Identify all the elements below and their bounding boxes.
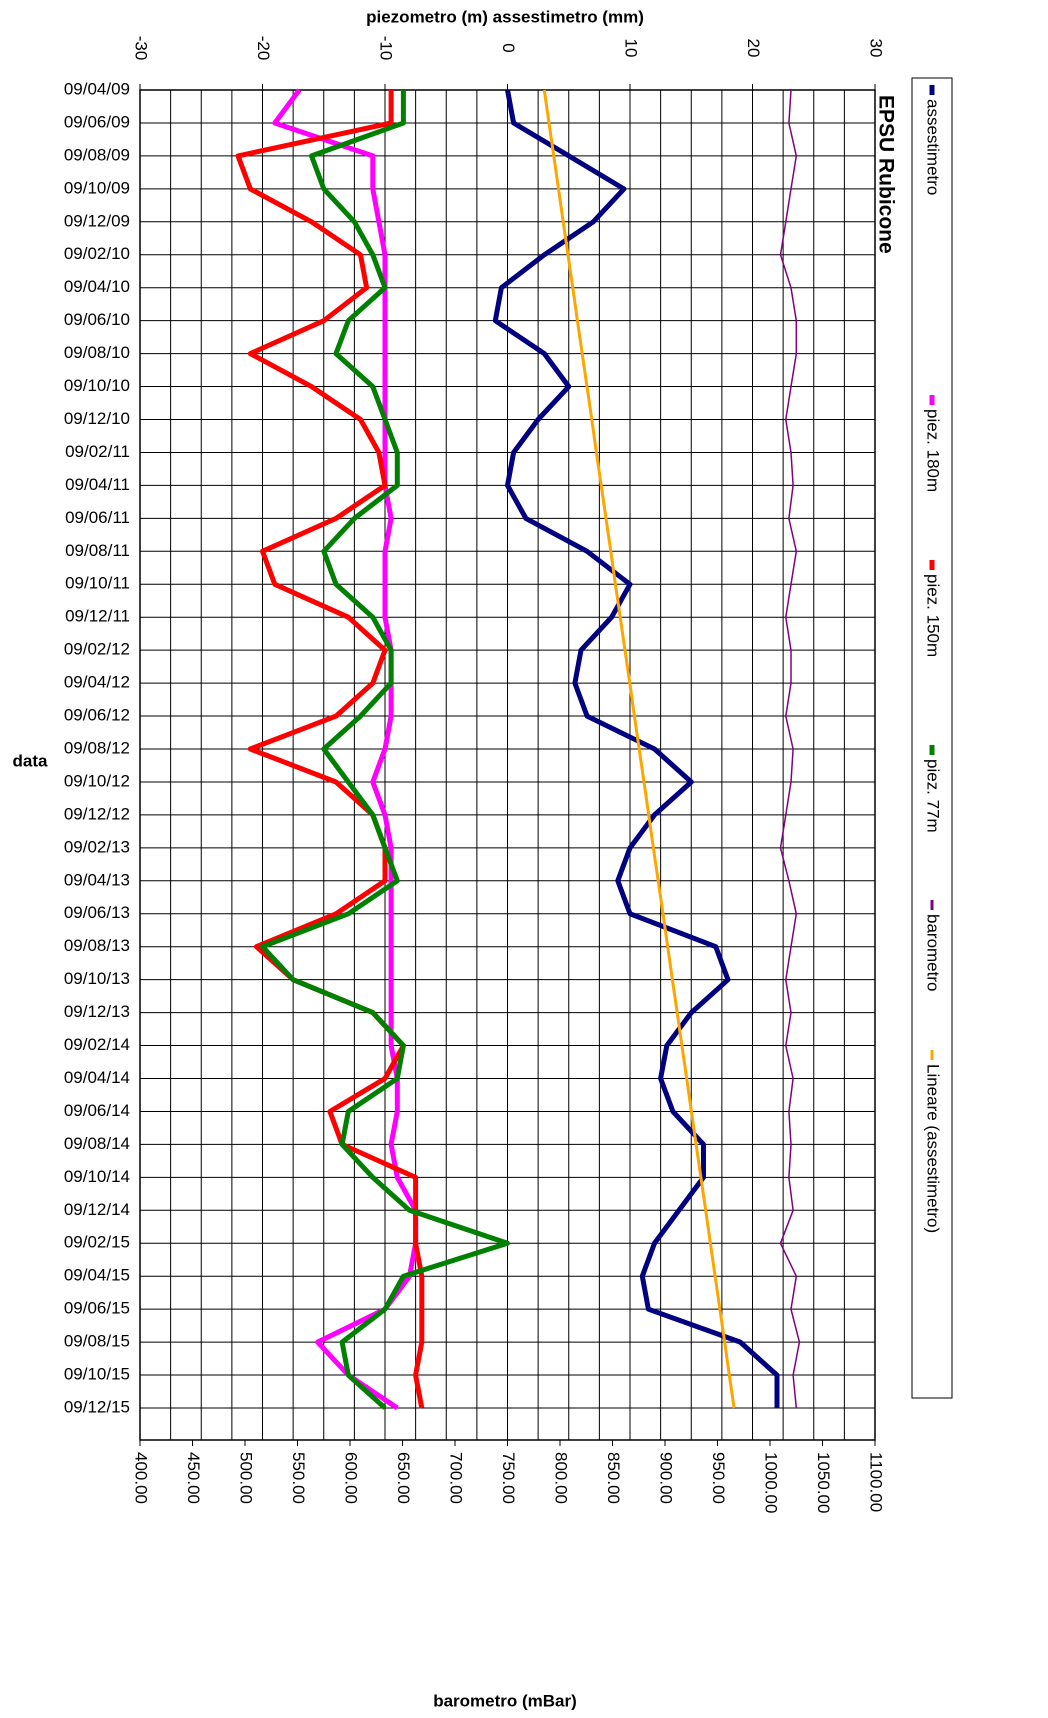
y-tick-label: 09/10/12 — [64, 771, 130, 790]
y-tick-label: 09/06/12 — [64, 706, 130, 725]
legend-label: assestimetro — [924, 99, 943, 195]
x2-axis-title: barometro (mBar) — [433, 1691, 577, 1710]
y-tick-label: 09/04/09 — [64, 79, 130, 98]
x-axis-title: piezometro (m) assestimetro (mm) — [366, 7, 644, 26]
x-tick-label: 0 — [499, 43, 518, 52]
y-tick-label: 09/12/10 — [64, 409, 130, 428]
y-tick-label: 09/06/10 — [64, 310, 130, 329]
x2-tick-label: 1050.00 — [814, 1452, 833, 1513]
y-tick-label: 09/02/11 — [65, 442, 130, 461]
y-tick-label: 09/06/14 — [64, 1101, 130, 1120]
x-tick-label: 30 — [867, 39, 886, 58]
y-tick-label: 09/08/13 — [64, 936, 130, 955]
legend-label: piez. 180m — [924, 409, 943, 492]
x-tick-label: -30 — [132, 36, 151, 61]
x-tick-label: 10 — [622, 39, 641, 58]
series-line — [492, 89, 780, 1408]
y-tick-label: 09/10/13 — [64, 969, 130, 988]
x2-tick-label: 850.00 — [604, 1452, 623, 1504]
y-tick-label: 09/10/11 — [65, 574, 130, 593]
y-tick-label: 09/12/12 — [64, 804, 130, 823]
x2-tick-label: 1100.00 — [867, 1452, 886, 1512]
y-tick-label: 09/12/14 — [64, 1200, 130, 1219]
y-tick-label: 09/04/13 — [64, 870, 130, 889]
legend-label: barometro — [924, 914, 943, 991]
y-tick-label: 09/06/15 — [64, 1299, 130, 1318]
y-axis-title: data — [13, 751, 49, 770]
x2-tick-label: 1000.00 — [762, 1452, 781, 1513]
series-line — [542, 89, 736, 1409]
y-tick-label: 09/08/12 — [64, 738, 130, 757]
y-tick-label: 09/06/09 — [64, 112, 130, 131]
x-tick-label: -20 — [254, 36, 273, 61]
x2-tick-label: 600.00 — [342, 1452, 361, 1504]
legend-label: Lineare (assestimetro) — [924, 1064, 943, 1233]
y-tick-label: 09/04/11 — [65, 475, 130, 494]
y-tick-label: 09/02/14 — [64, 1035, 130, 1054]
x-tick-label: 20 — [744, 39, 763, 58]
y-tick-label: 09/08/15 — [64, 1332, 130, 1351]
y-tick-label: 09/02/12 — [64, 640, 130, 659]
y-tick-label: 09/08/11 — [65, 541, 130, 560]
x2-tick-label: 700.00 — [447, 1452, 466, 1504]
y-tick-label: 09/12/15 — [64, 1397, 130, 1416]
x2-tick-label: 900.00 — [657, 1452, 676, 1504]
x2-tick-label: 550.00 — [289, 1452, 308, 1504]
y-tick-label: 09/04/14 — [64, 1068, 130, 1087]
x2-tick-label: 450.00 — [184, 1452, 203, 1504]
x2-tick-label: 750.00 — [499, 1452, 518, 1504]
y-tick-label: 09/08/09 — [64, 145, 130, 164]
y-tick-label: 09/10/14 — [64, 1167, 130, 1186]
y-tick-label: 09/02/10 — [64, 244, 130, 263]
y-tick-label: 09/08/10 — [64, 343, 130, 362]
y-tick-label: 09/04/15 — [64, 1266, 130, 1285]
x2-tick-label: 650.00 — [394, 1452, 413, 1504]
series-line — [260, 90, 510, 1410]
y-tick-label: 09/08/14 — [64, 1134, 130, 1153]
series-line — [235, 90, 425, 1409]
y-tick-label: 09/04/12 — [64, 673, 130, 692]
y-tick-label: 09/12/13 — [64, 1002, 130, 1021]
x2-tick-label: 400.00 — [132, 1452, 151, 1504]
legend-label: piez. 150m — [924, 574, 943, 657]
legend-box — [911, 77, 953, 1399]
y-tick-label: 09/10/09 — [64, 178, 130, 197]
x2-tick-label: 800.00 — [552, 1452, 571, 1504]
series-line — [779, 89, 801, 1409]
series-line — [272, 88, 419, 1411]
y-tick-label: 09/10/15 — [64, 1365, 130, 1384]
y-tick-label: 09/04/10 — [64, 277, 130, 296]
y-tick-label: 09/12/11 — [65, 607, 130, 626]
y-tick-label: 09/06/13 — [64, 903, 130, 922]
x2-tick-label: 950.00 — [709, 1452, 728, 1504]
y-tick-label: 09/02/15 — [64, 1233, 130, 1252]
y-tick-label: 09/06/11 — [65, 508, 130, 527]
y-tick-label: 09/12/09 — [64, 211, 130, 230]
x-tick-label: -10 — [377, 36, 396, 61]
x2-tick-label: 500.00 — [237, 1452, 256, 1504]
legend-label: piez. 77m — [924, 759, 943, 833]
chart-title: EPSU Rubicone — [874, 95, 897, 254]
y-tick-label: 09/02/13 — [64, 837, 130, 856]
y-tick-label: 09/10/10 — [64, 376, 130, 395]
